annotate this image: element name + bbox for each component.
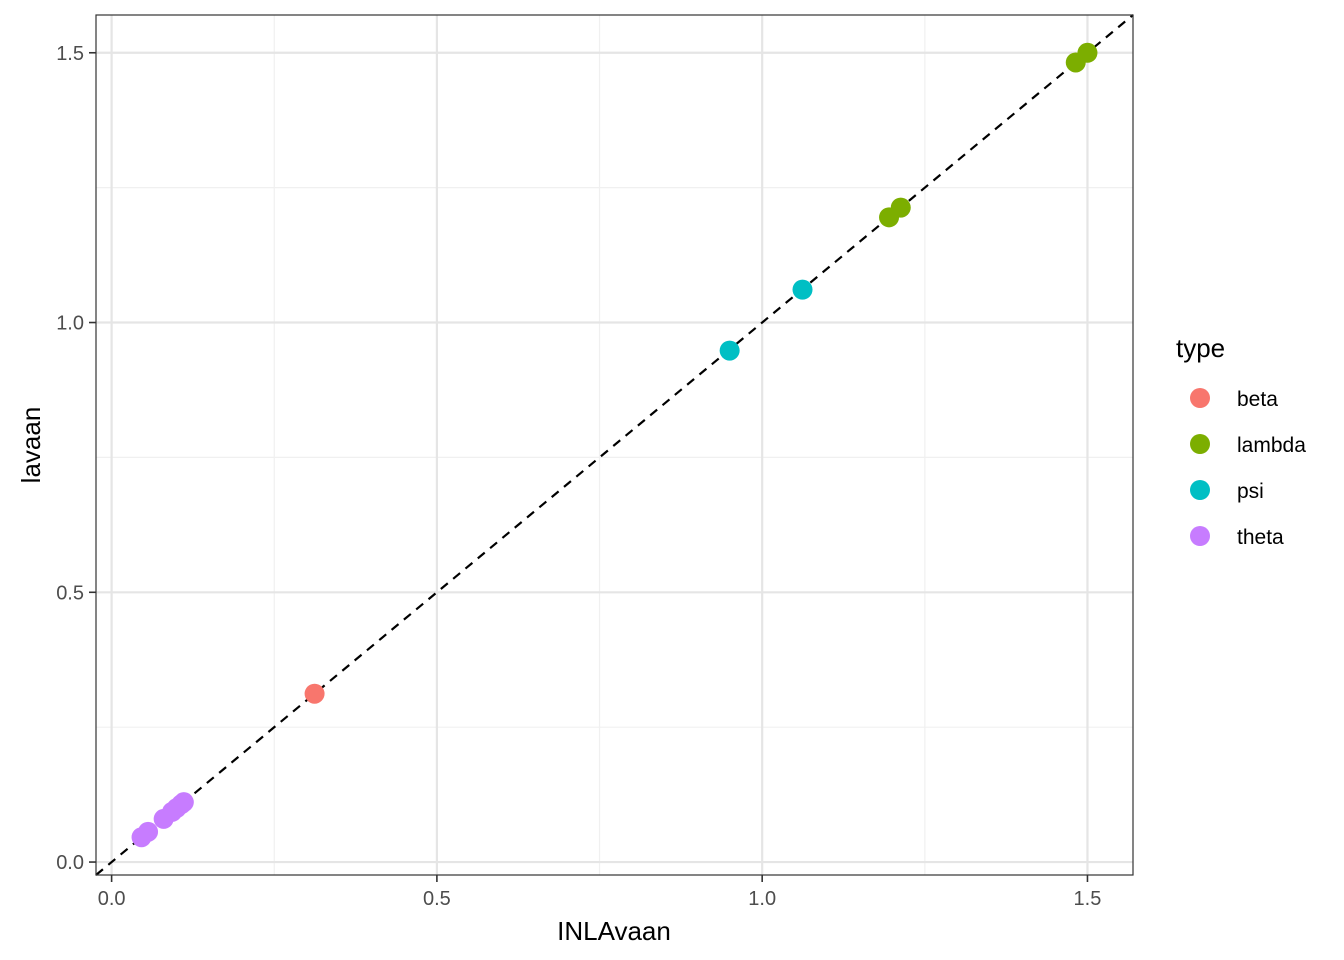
x-axis-title: INLAvaan [557, 916, 671, 946]
y-tick-label: 1.5 [56, 43, 84, 65]
y-tick-label: 1.0 [56, 313, 84, 335]
data-point-psi [792, 279, 813, 300]
legend-label-beta: beta [1237, 388, 1278, 411]
data-points [131, 42, 1098, 848]
y-axis-title: lavaan [16, 407, 46, 484]
identity-reference-line [95, 14, 1134, 876]
y-tick-label: 0.0 [56, 852, 84, 874]
legend-key-psi [1190, 480, 1210, 500]
minor-gridlines [96, 15, 1133, 875]
legend-label-psi: psi [1237, 480, 1264, 503]
data-point-beta [304, 683, 325, 704]
data-point-lambda [1077, 42, 1098, 63]
legend-key-theta [1190, 526, 1210, 546]
y-tick-label: 0.5 [56, 582, 84, 604]
y-axis-ticks: 0.0 0.5 1.0 1.5 [56, 43, 96, 874]
x-tick-label: 0.0 [98, 888, 126, 910]
legend-label-lambda: lambda [1237, 434, 1306, 457]
x-tick-label: 0.5 [423, 888, 451, 910]
data-point-theta [138, 821, 159, 842]
legend-items: beta lambda psi theta [1190, 388, 1306, 549]
legend: type beta lambda psi theta [1176, 333, 1306, 549]
plot-border [95, 14, 1134, 876]
x-axis-ticks: 0.0 0.5 1.0 1.5 [98, 875, 1102, 910]
data-point-theta [173, 792, 194, 813]
legend-key-lambda [1190, 434, 1210, 454]
legend-title: type [1176, 333, 1225, 363]
data-point-psi [719, 340, 740, 361]
major-gridlines [96, 15, 1133, 875]
x-tick-label: 1.5 [1074, 888, 1102, 910]
data-point-lambda [890, 197, 911, 218]
legend-label-theta: theta [1237, 526, 1284, 549]
x-tick-label: 1.0 [748, 888, 776, 910]
legend-key-beta [1190, 388, 1210, 408]
